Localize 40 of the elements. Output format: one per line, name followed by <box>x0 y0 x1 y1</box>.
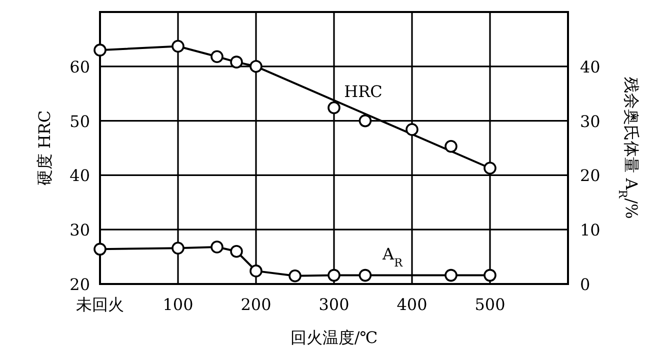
point <box>94 44 106 56</box>
point <box>328 101 340 114</box>
point <box>210 50 224 64</box>
point <box>288 269 302 282</box>
series-label: A$_{R}$ <box>382 244 404 269</box>
x-tick-label: 100 <box>162 295 194 314</box>
y2-tick-label: 20 <box>580 166 600 186</box>
x-tick-label: 200 <box>240 295 272 314</box>
point <box>250 60 262 73</box>
point <box>406 123 418 136</box>
point <box>444 140 458 153</box>
y-axis-title: 硬度 HRC <box>35 110 54 186</box>
y-tick-label: 60 <box>70 57 90 76</box>
point <box>94 242 106 256</box>
point <box>444 268 458 282</box>
y2-tick-label: 40 <box>580 57 600 76</box>
y-tick-label: 20 <box>70 275 90 294</box>
x-tick-label: 未回火 <box>76 295 124 314</box>
point <box>230 56 243 68</box>
x-tick-label: 300 <box>318 295 350 314</box>
point <box>230 244 243 258</box>
y2-tick-label: 30 <box>580 112 600 131</box>
y-tick-label: 30 <box>70 220 90 240</box>
x-tick-label: 500 <box>474 295 506 314</box>
y-tick-label: 40 <box>70 166 90 186</box>
series-label: HRC <box>344 82 382 102</box>
point <box>358 268 372 282</box>
point <box>250 264 262 278</box>
y2-tick-label: 0 <box>580 275 590 294</box>
x-axis-title: 回火温度/℃ <box>290 328 378 347</box>
point <box>172 242 184 254</box>
point <box>484 162 496 175</box>
point <box>358 114 372 128</box>
point <box>172 40 184 53</box>
y2-tick-label: 10 <box>580 220 600 240</box>
point <box>210 240 224 254</box>
y-tick-label: 50 <box>70 112 90 131</box>
x-tick-label: 400 <box>396 295 428 314</box>
point <box>328 268 340 282</box>
point <box>484 268 496 282</box>
